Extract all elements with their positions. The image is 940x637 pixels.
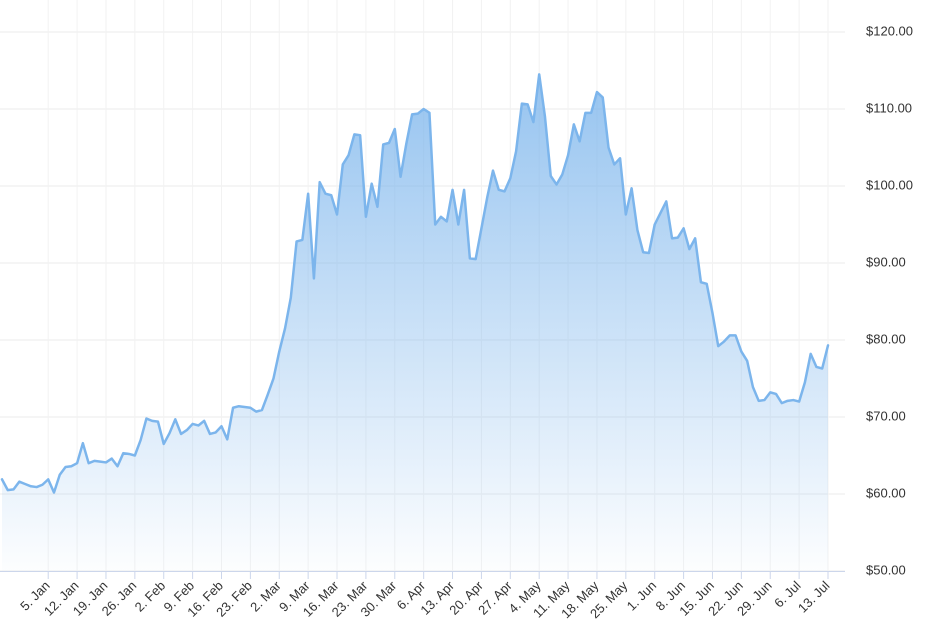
plot xyxy=(0,73,830,571)
line xyxy=(0,73,830,494)
y-tick-label: $100.00 xyxy=(866,177,913,192)
y-tick-label: $120.00 xyxy=(866,23,913,38)
x-tick-label: 1. Jun xyxy=(624,578,660,614)
x-tick-label: 2. Mar xyxy=(247,577,284,614)
y-tick-label: $80.00 xyxy=(866,331,906,346)
y-tick-label: $70.00 xyxy=(866,408,906,423)
y-tick-label: $90.00 xyxy=(866,254,906,269)
x-tick-label: 13. Jul xyxy=(795,578,833,616)
x-tick-label: 2. Feb xyxy=(132,578,169,615)
y-tick-label: $50.00 xyxy=(866,562,906,577)
y-tick-label: $60.00 xyxy=(866,485,906,500)
x-tick-label: 27. Apr xyxy=(475,577,515,617)
y-tick-label: $110.00 xyxy=(866,100,912,115)
area xyxy=(2,74,828,571)
